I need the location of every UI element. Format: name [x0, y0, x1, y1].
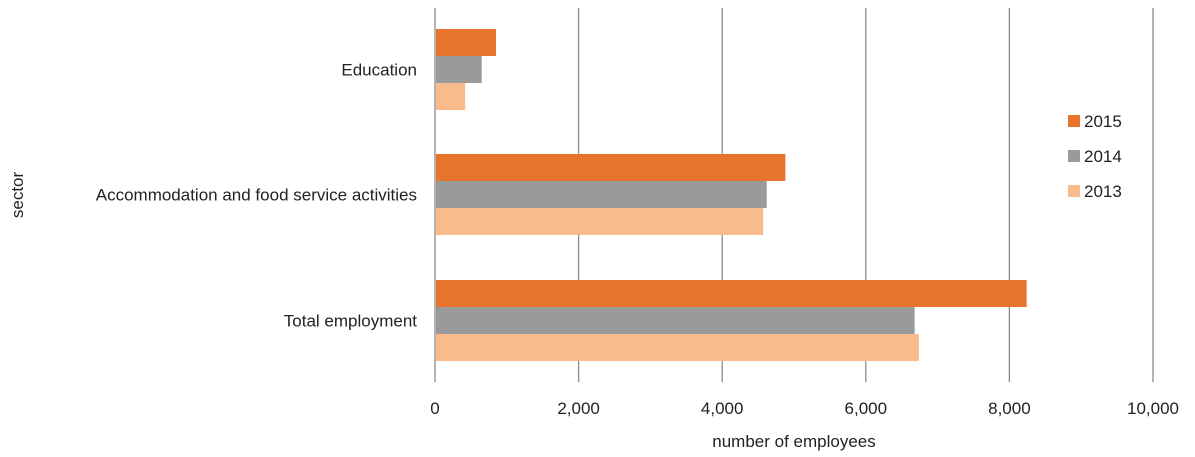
x-tick-label: 8,000 — [988, 399, 1031, 418]
bar-2013 — [436, 83, 466, 110]
legend-swatch-2014 — [1068, 150, 1080, 162]
bar-2013 — [436, 334, 919, 361]
x-tick-label: 10,000 — [1127, 399, 1179, 418]
y-axis-title: sector — [8, 172, 27, 219]
bar-2015 — [436, 154, 786, 181]
legend-label-2015: 2015 — [1084, 112, 1122, 131]
x-tick-label: 4,000 — [701, 399, 744, 418]
bar-2014 — [436, 181, 767, 208]
bar-2015 — [436, 29, 497, 56]
bar-2013 — [436, 208, 764, 235]
category-label: Accommodation and food service activitie… — [96, 186, 417, 205]
legend-swatch-2013 — [1068, 185, 1080, 197]
category-label: Education — [341, 61, 417, 80]
x-tick-label: 2,000 — [557, 399, 600, 418]
category-label: Total employment — [284, 312, 418, 331]
axes: 0 2,000 4,000 6,000 8,000 10,000 Education Acco… — [96, 8, 1179, 418]
x-tick-label: 0 — [430, 399, 439, 418]
x-tick-label: 6,000 — [845, 399, 888, 418]
bars — [436, 29, 1027, 361]
legend-label-2014: 2014 — [1084, 147, 1122, 166]
legend-label-2013: 2013 — [1084, 182, 1122, 201]
x-axis-title: number of employees — [712, 432, 875, 451]
bar-2015 — [436, 280, 1027, 307]
legend: 2015 2014 2013 — [1068, 112, 1122, 201]
bar-2014 — [436, 56, 482, 83]
bar-2014 — [436, 307, 915, 334]
legend-swatch-2015 — [1068, 115, 1080, 127]
